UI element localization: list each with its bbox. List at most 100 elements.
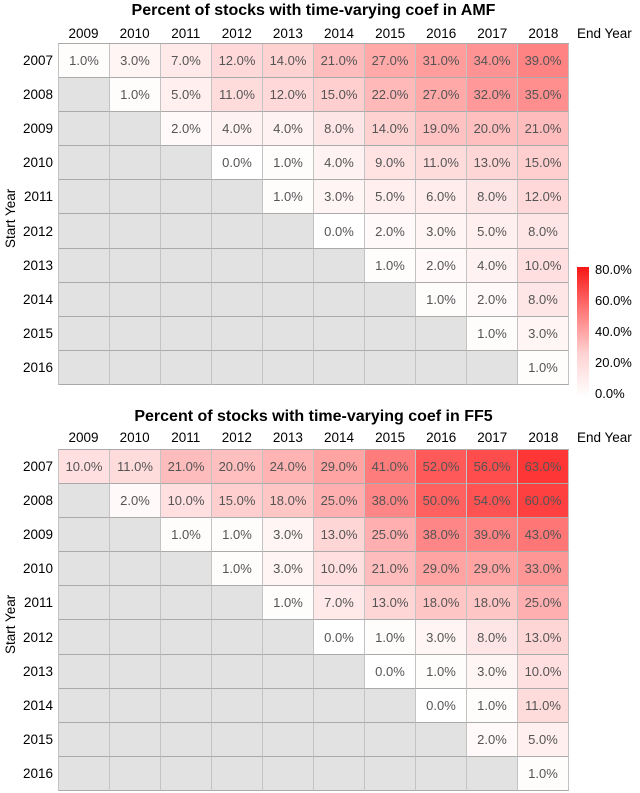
heatmap-cell [59, 756, 110, 791]
heatmap-cell: 2.0% [365, 214, 416, 249]
heatmap-cell: 13.0% [365, 586, 416, 621]
heatmap-cell [161, 248, 212, 283]
color-legend: 80.0% 60.0% 40.0% 20.0% 0.0% [577, 263, 640, 401]
heatmap-cell: 1.0% [263, 180, 314, 215]
heatmap-cell: 2.0% [110, 484, 161, 519]
heatmap-cell: 13.0% [467, 146, 518, 181]
heatmap-grid: 10.0% 11.0% 21.0% 20.0% 24.0% 29.0% 41.0% 52.0%… [58, 449, 569, 791]
heatmap-cell [59, 78, 110, 113]
heatmap-cell: 33.0% [518, 552, 569, 587]
heatmap-cell [110, 552, 161, 587]
heatmap-cell: 1.0% [416, 654, 467, 689]
heatmap-cell [212, 248, 263, 283]
heatmap-cell: 2.0% [467, 722, 518, 757]
heatmap-cell [59, 620, 110, 655]
heatmap-cell [59, 282, 110, 317]
heatmap-cell [59, 654, 110, 689]
x-tick-label: 2010 [119, 430, 150, 445]
heatmap-cell: 8.0% [518, 214, 569, 249]
heatmap-grid: 1.0% 3.0% 7.0% 12.0% 14.0% 21.0% 27.0% 31.0% 34.… [58, 43, 569, 385]
heatmap-cell: 0.0% [314, 214, 365, 249]
legend-tick-label: 60.0% [595, 293, 632, 308]
heatmap-cell [263, 756, 314, 791]
heatmap-cell: 8.0% [314, 112, 365, 147]
legend-gradient-bar [577, 267, 589, 397]
heatmap-cell [110, 350, 161, 385]
heatmap-cell: 3.0% [416, 620, 467, 655]
heatmap-cell: 8.0% [467, 180, 518, 215]
y-tick-label: 2013 [22, 257, 53, 273]
heatmap-cell: 10.0% [518, 248, 569, 283]
chart-title: Percent of stocks with time-varying coef… [131, 2, 496, 19]
heatmap-cell [59, 484, 110, 519]
chart-title: Percent of stocks with time-varying coef… [134, 408, 493, 425]
heatmap-cell: 15.0% [314, 78, 365, 113]
heatmap-cell [59, 586, 110, 621]
y-axis-label: Start Year [3, 594, 18, 654]
heatmap-cell [110, 586, 161, 621]
heatmap-cell: 52.0% [416, 450, 467, 485]
heatmap-cell: 29.0% [467, 552, 518, 587]
heatmap-cell: 19.0% [416, 112, 467, 147]
heatmap-cell [110, 282, 161, 317]
x-tick-label: 2014 [323, 26, 355, 41]
heatmap-cell [416, 722, 467, 757]
heatmap-cell: 8.0% [467, 620, 518, 655]
heatmap-cell [161, 552, 212, 587]
heatmap-cell: 12.0% [518, 180, 569, 215]
heatmap-cell [263, 350, 314, 385]
heatmap-cell: 1.0% [416, 282, 467, 317]
y-tick-label: 2009 [22, 527, 53, 542]
heatmap-cell: 21.0% [314, 44, 365, 79]
heatmap-cell: 20.0% [212, 450, 263, 485]
heatmap-cell [161, 214, 212, 249]
heatmap-cell: 1.0% [518, 756, 569, 791]
heatmap-cell: 27.0% [416, 78, 467, 113]
heatmap-cell [59, 722, 110, 757]
heatmap-cell [59, 350, 110, 385]
heatmap-cell [263, 214, 314, 249]
heatmap-cell [161, 620, 212, 655]
y-tick-label: 2011 [23, 189, 53, 205]
y-tick-label: 2015 [22, 732, 53, 748]
heatmap-cell: 3.0% [314, 180, 365, 215]
x-tick-label: 2016 [426, 26, 457, 41]
heatmap-cell: 1.0% [518, 350, 569, 385]
heatmap-cell: 11.0% [416, 146, 467, 181]
x-tick-label: 2009 [68, 430, 99, 445]
heatmap-cell: 1.0% [110, 78, 161, 113]
heatmap-cell [263, 620, 314, 655]
heatmap-cell: 2.0% [467, 282, 518, 317]
heatmap-cell: 1.0% [212, 552, 263, 587]
heatmap-cell: 1.0% [263, 146, 314, 181]
heatmap-cell [416, 316, 467, 351]
heatmap-cell [263, 248, 314, 283]
heatmap-cell: 27.0% [365, 44, 416, 79]
heatmap-cell [110, 688, 161, 723]
heatmap-cell [314, 350, 365, 385]
heatmap-cell: 1.0% [467, 688, 518, 723]
heatmap-cell [263, 722, 314, 757]
heatmap-cell: 21.0% [365, 552, 416, 587]
y-axis-label: Start Year [3, 188, 18, 248]
heatmap-cell: 43.0% [518, 518, 569, 553]
heatmap-cell [263, 654, 314, 689]
x-tick-label: 2012 [221, 26, 252, 41]
heatmap-cell [365, 282, 416, 317]
heatmap-cell: 29.0% [314, 450, 365, 485]
heatmap-cell [59, 180, 110, 215]
heatmap-cell [212, 620, 263, 655]
heatmap-cell [416, 350, 467, 385]
heatmap-cell: 14.0% [365, 112, 416, 147]
heatmap-cell: 18.0% [416, 586, 467, 621]
heatmap-cell: 13.0% [518, 620, 569, 655]
legend-tick-label: 20.0% [595, 355, 632, 370]
heatmap-cell [314, 316, 365, 351]
heatmap-cell: 5.0% [161, 78, 212, 113]
heatmap-cell: 3.0% [467, 654, 518, 689]
x-tick-label: 2009 [68, 26, 99, 41]
heatmap-cell [161, 654, 212, 689]
x-tick-label: 2018 [528, 430, 559, 445]
heatmap-cell [161, 180, 212, 215]
heatmap-cell: 1.0% [263, 586, 314, 621]
